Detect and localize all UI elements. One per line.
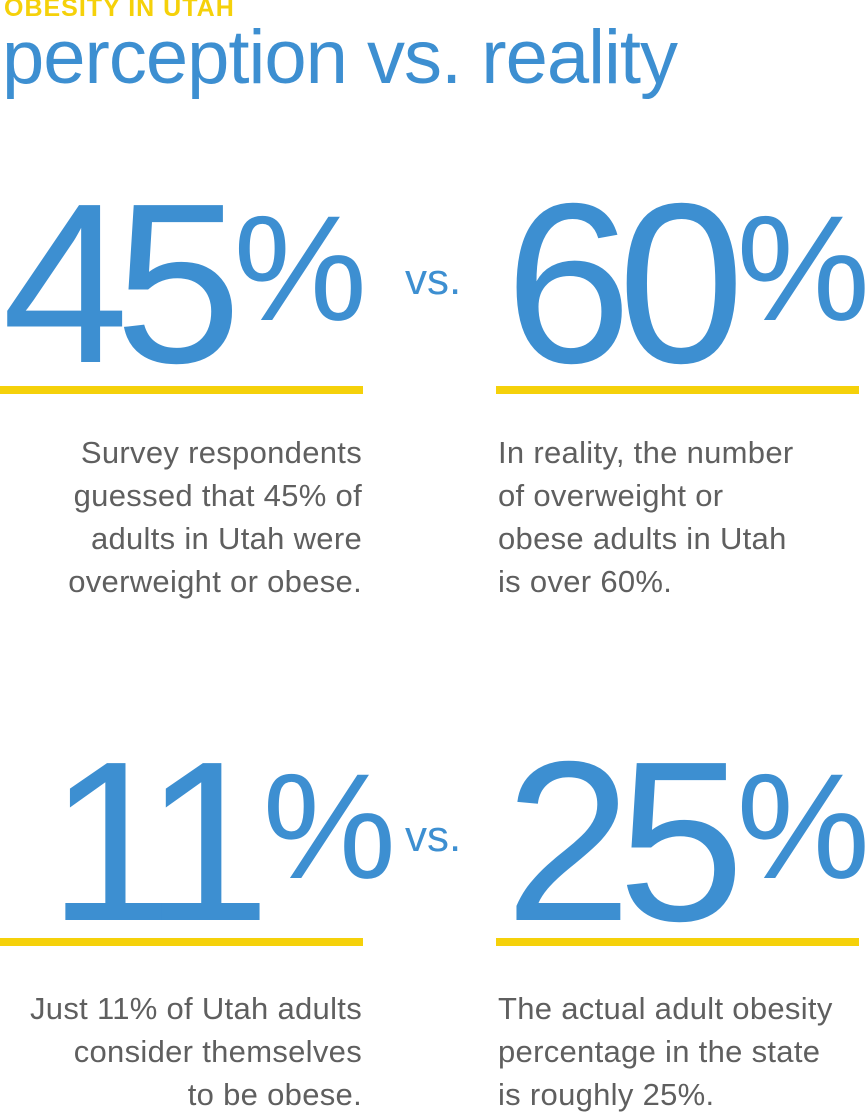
desc-line: Just 11% of Utah adults [29, 991, 362, 1026]
divider-left-1 [0, 386, 363, 394]
desc-line: adults in Utah were [90, 521, 362, 556]
reality-value-2: 25 [505, 715, 745, 969]
desc-line: is roughly 25%. [498, 1077, 715, 1112]
desc-line: guessed that 45% of [73, 478, 362, 513]
kicker-label: OBESITY IN UTAH [4, 0, 235, 22]
divider-right-2 [496, 938, 859, 946]
perception-stat-1: 45% [2, 170, 367, 398]
perception-description-2: Just 11% of Utah adults consider themsel… [30, 987, 362, 1116]
desc-line: The actual adult obesity [498, 991, 833, 1026]
divider-right-1 [496, 386, 859, 394]
reality-stat-2: 25% [505, 728, 867, 956]
desc-line: obese adults in Utah [498, 521, 787, 556]
reality-description-1: In reality, the number of overweight or … [498, 431, 794, 603]
perception-value-2: 11 [48, 715, 271, 969]
perception-description-1: Survey respondents guessed that 45% of a… [68, 431, 362, 603]
desc-line: consider themselves [73, 1034, 362, 1069]
perception-value-1: 45 [2, 157, 242, 411]
vs-label-2: vs. [405, 812, 462, 861]
desc-line: Survey respondents [80, 435, 362, 470]
vs-label-1: vs. [405, 255, 462, 304]
desc-line: to be obese. [187, 1077, 362, 1112]
desc-line: of overweight or [498, 478, 724, 513]
desc-line: percentage in the state [498, 1034, 821, 1069]
reality-unit-2: % [736, 742, 867, 910]
perception-stat-2: 11% [48, 728, 396, 956]
perception-unit-2: % [262, 742, 397, 910]
page-title: perception vs. reality [2, 15, 678, 100]
reality-value-1: 60 [505, 157, 745, 411]
divider-left-2 [0, 938, 363, 946]
perception-unit-1: % [233, 184, 367, 352]
reality-stat-1: 60% [505, 170, 867, 398]
desc-line: overweight or obese. [68, 564, 362, 599]
desc-line: In reality, the number [498, 435, 794, 470]
desc-line: is over 60%. [498, 564, 673, 599]
reality-unit-1: % [736, 184, 867, 352]
reality-description-2: The actual adult obesity percentage in t… [498, 987, 833, 1116]
